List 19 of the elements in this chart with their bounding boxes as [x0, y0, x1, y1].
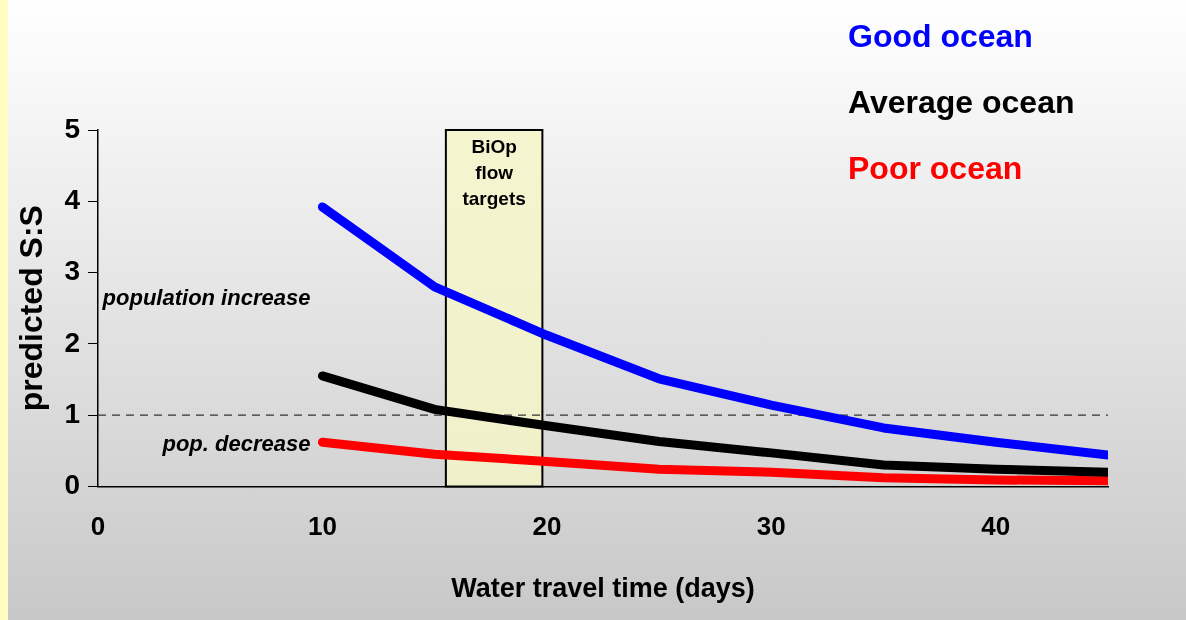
y-axis-title: predicted S:S — [13, 205, 50, 412]
y-tick-label: 4 — [64, 184, 81, 215]
y-tick-label: 1 — [64, 397, 80, 429]
x-tick-label: 30 — [756, 511, 786, 542]
x-tick-label: 10 — [307, 511, 337, 542]
text: Poor ocean — [848, 149, 1024, 188]
y-tick-label: 5 — [64, 112, 80, 144]
x-axis-title: Water travel time (days) — [451, 573, 755, 604]
y-tick-label: 3 — [64, 255, 80, 287]
y-tick-label: 2 — [64, 326, 80, 358]
annotation: population increase — [101, 285, 311, 311]
x-tick-label: 20 — [532, 511, 562, 542]
annotation: pop. decrease — [161, 431, 311, 457]
y-tick-label: 0 — [64, 469, 80, 501]
band-label: BiOp flow targets — [462, 135, 526, 209]
text: Average ocean — [848, 83, 1076, 122]
x-tick-label: 40 — [981, 511, 1011, 542]
x-tick-label: 0 — [90, 511, 106, 542]
text: Good ocean — [848, 17, 1034, 56]
